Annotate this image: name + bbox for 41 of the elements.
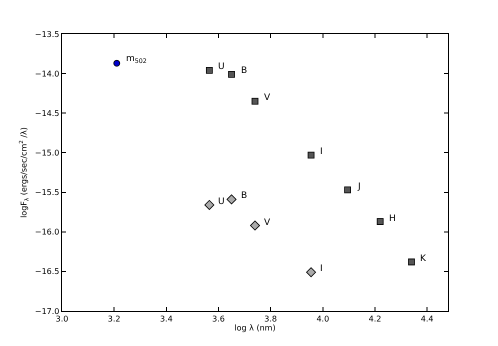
point xyxy=(206,67,213,74)
y-tick-label: −15.5 xyxy=(34,188,60,198)
x-axis-title: log λ (nm) xyxy=(234,324,276,333)
point xyxy=(306,267,316,278)
point xyxy=(228,70,235,78)
y-tick-label: −14.0 xyxy=(34,69,60,78)
x-tick-label: 4.0 xyxy=(316,314,330,324)
point xyxy=(250,220,260,230)
annotation: B xyxy=(241,66,248,76)
annotation: J xyxy=(357,182,361,192)
x-tick-label: 3.6 xyxy=(212,314,225,324)
annotation: K xyxy=(420,254,427,264)
point xyxy=(408,258,415,266)
point xyxy=(252,98,258,105)
y-tick-label: −16.5 xyxy=(34,267,60,276)
x-tick-label: 3.2 xyxy=(108,314,121,324)
point xyxy=(344,186,351,194)
y-tick-label: −13.5 xyxy=(34,30,60,39)
annotation: m$_{502}$ xyxy=(126,54,147,65)
x-tick-label: 3.8 xyxy=(264,314,278,324)
x-tick-label: 4.2 xyxy=(368,314,382,324)
x-tick-label: 4.4 xyxy=(420,314,434,324)
annotation: I xyxy=(320,147,323,157)
point xyxy=(308,152,314,158)
annotation: V xyxy=(264,93,271,103)
y-tick-label: −17.0 xyxy=(34,306,60,316)
annotation: H xyxy=(389,214,396,224)
point xyxy=(226,194,236,204)
annotation: V xyxy=(264,218,271,228)
point xyxy=(204,200,214,210)
annotation: U xyxy=(218,197,225,207)
point xyxy=(376,218,384,225)
x-tick-label: 3.0 xyxy=(56,314,68,324)
y-tick-label: −14.5 xyxy=(34,108,60,118)
y-tick-label: −15.0 xyxy=(34,148,60,158)
y-tick-label: −16.0 xyxy=(34,228,60,237)
annotation: B xyxy=(241,191,248,201)
annotation: I xyxy=(320,264,323,274)
x-tick-label: 3.4 xyxy=(160,314,173,324)
point xyxy=(113,60,120,67)
annotation: U xyxy=(218,62,225,72)
